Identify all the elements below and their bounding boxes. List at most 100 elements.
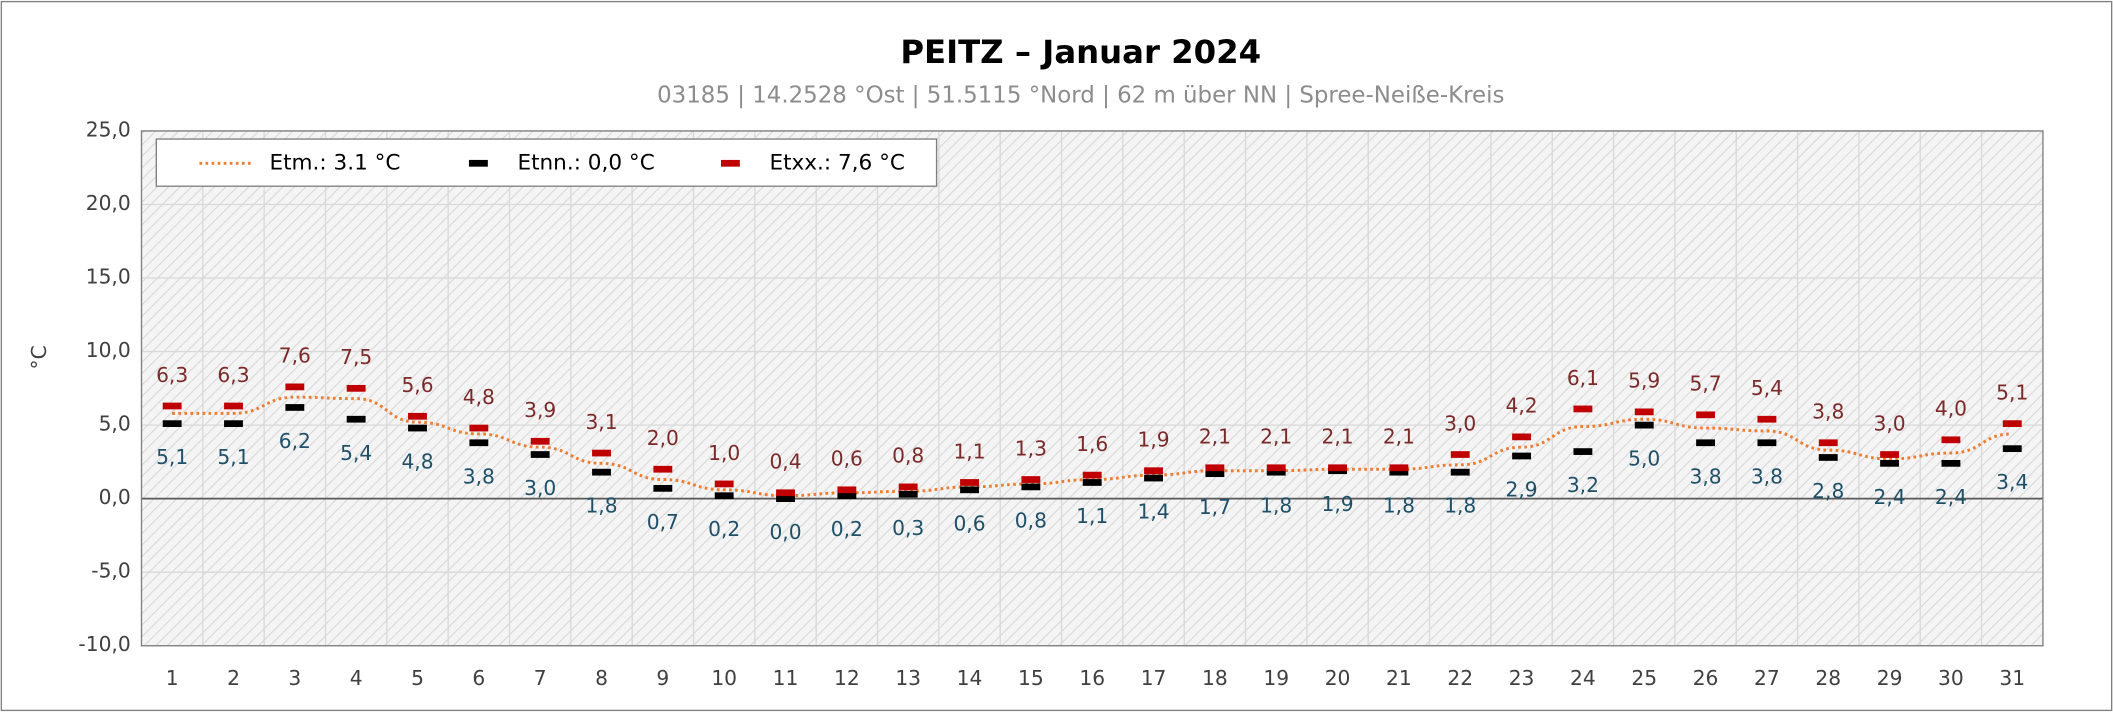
max-marker	[2002, 420, 2022, 428]
x-tick-label: 9	[656, 666, 669, 690]
max-marker	[592, 449, 611, 457]
min-marker	[1389, 468, 1409, 476]
x-tick-label: 25	[1631, 666, 1657, 690]
max-marker	[1880, 451, 1900, 458]
y-tick-label: 20,0	[86, 191, 131, 215]
max-label: 6,3	[217, 363, 249, 387]
y-axis-label: °C	[27, 345, 51, 369]
min-label: 0,6	[953, 511, 985, 535]
min-marker	[653, 484, 673, 492]
min-label: 2,9	[1505, 478, 1537, 502]
min-marker	[162, 420, 182, 428]
x-tick-label: 1	[166, 666, 179, 690]
x-tick-label: 23	[1509, 666, 1535, 690]
max-marker	[1205, 464, 1225, 472]
min-label: 1,4	[1137, 500, 1169, 524]
max-label: 5,7	[1690, 372, 1722, 396]
min-marker	[1757, 439, 1777, 447]
max-marker	[1328, 464, 1347, 472]
chart-subtitle: 03185 | 14.2528 °Ost | 51.5115 °Nord | 6…	[657, 82, 1504, 108]
max-label: 2,1	[1383, 425, 1415, 449]
min-marker	[837, 492, 857, 500]
max-label: 2,0	[647, 426, 679, 450]
chart-title: PEITZ – Januar 2024	[900, 33, 1261, 71]
max-label: 3,1	[585, 410, 617, 434]
y-tick-label: 0,0	[99, 485, 131, 509]
x-tick-label: 30	[1938, 666, 1964, 690]
x-tick-label: 7	[534, 666, 547, 690]
max-marker	[1696, 411, 1716, 419]
max-label: 4,2	[1505, 394, 1537, 418]
min-label: 5,1	[156, 445, 188, 469]
min-marker	[346, 415, 366, 423]
min-marker	[1205, 470, 1225, 478]
min-marker	[776, 495, 795, 503]
x-tick-label: 18	[1202, 666, 1228, 690]
x-tick-label: 10	[711, 666, 737, 690]
max-label: 5,6	[401, 373, 433, 397]
legend-box	[155, 138, 938, 187]
max-marker	[1573, 405, 1593, 413]
max-label: 2,1	[1199, 425, 1231, 449]
max-label: 0,4	[769, 450, 801, 474]
x-tick-label: 4	[350, 666, 363, 690]
max-label: 5,9	[1628, 369, 1660, 393]
min-marker	[1818, 454, 1838, 461]
legend-label: Etxx.: 7,6 °C	[769, 150, 904, 175]
x-tick-label: 17	[1141, 666, 1167, 690]
min-label: 1,9	[1321, 492, 1353, 516]
max-label: 4,0	[1935, 397, 1967, 421]
max-label: 3,9	[524, 398, 556, 422]
max-marker	[1021, 476, 1041, 483]
max-label: 7,6	[279, 344, 311, 368]
min-label: 2,8	[1812, 479, 1844, 503]
max-marker	[1389, 464, 1409, 472]
max-marker	[530, 437, 550, 445]
max-label: 7,5	[340, 345, 372, 369]
max-marker	[1144, 467, 1163, 475]
legend-label: Etnn.: 0,0 °C	[517, 150, 654, 175]
min-label: 3,0	[524, 476, 556, 500]
x-tick-label: 29	[1877, 666, 1903, 690]
x-tick-label: 19	[1263, 666, 1289, 690]
y-tick-label: -10,0	[78, 632, 130, 656]
max-marker	[224, 402, 243, 410]
y-tick-label: -5,0	[91, 559, 130, 583]
y-tick-label: 15,0	[86, 265, 131, 289]
min-marker	[1144, 474, 1163, 482]
x-tick-label: 24	[1570, 666, 1596, 690]
max-label: 3,8	[1812, 400, 1844, 424]
x-tick-label: 8	[595, 666, 608, 690]
min-marker	[285, 404, 305, 411]
max-marker	[1818, 439, 1838, 447]
x-tick-label: 21	[1386, 666, 1412, 690]
max-marker	[960, 479, 979, 486]
min-label: 5,4	[340, 441, 372, 465]
x-tick-label: 31	[1999, 666, 2025, 690]
min-marker	[469, 439, 489, 447]
max-label: 6,1	[1567, 366, 1599, 390]
min-label: 6,2	[279, 429, 311, 453]
max-marker	[346, 384, 366, 392]
min-marker	[1880, 459, 1900, 467]
y-tick-label: 10,0	[86, 338, 131, 362]
min-marker	[1021, 483, 1041, 491]
min-label: 3,8	[463, 464, 495, 488]
max-marker	[1512, 433, 1531, 441]
min-label: 3,8	[1751, 464, 1783, 488]
max-marker	[653, 465, 673, 473]
min-label: 3,2	[1567, 473, 1599, 497]
min-label: 1,7	[1199, 495, 1231, 519]
x-tick-label: 28	[1815, 666, 1841, 690]
min-label: 3,4	[1996, 470, 2028, 494]
min-label: 5,1	[217, 445, 249, 469]
min-marker	[1634, 421, 1654, 429]
max-label: 0,6	[831, 447, 863, 471]
min-marker	[960, 486, 979, 494]
min-marker	[714, 492, 734, 500]
min-label: 0,7	[647, 510, 679, 534]
x-tick-label: 6	[472, 666, 485, 690]
plot-area	[141, 130, 2043, 646]
x-tick-label: 13	[895, 666, 921, 690]
